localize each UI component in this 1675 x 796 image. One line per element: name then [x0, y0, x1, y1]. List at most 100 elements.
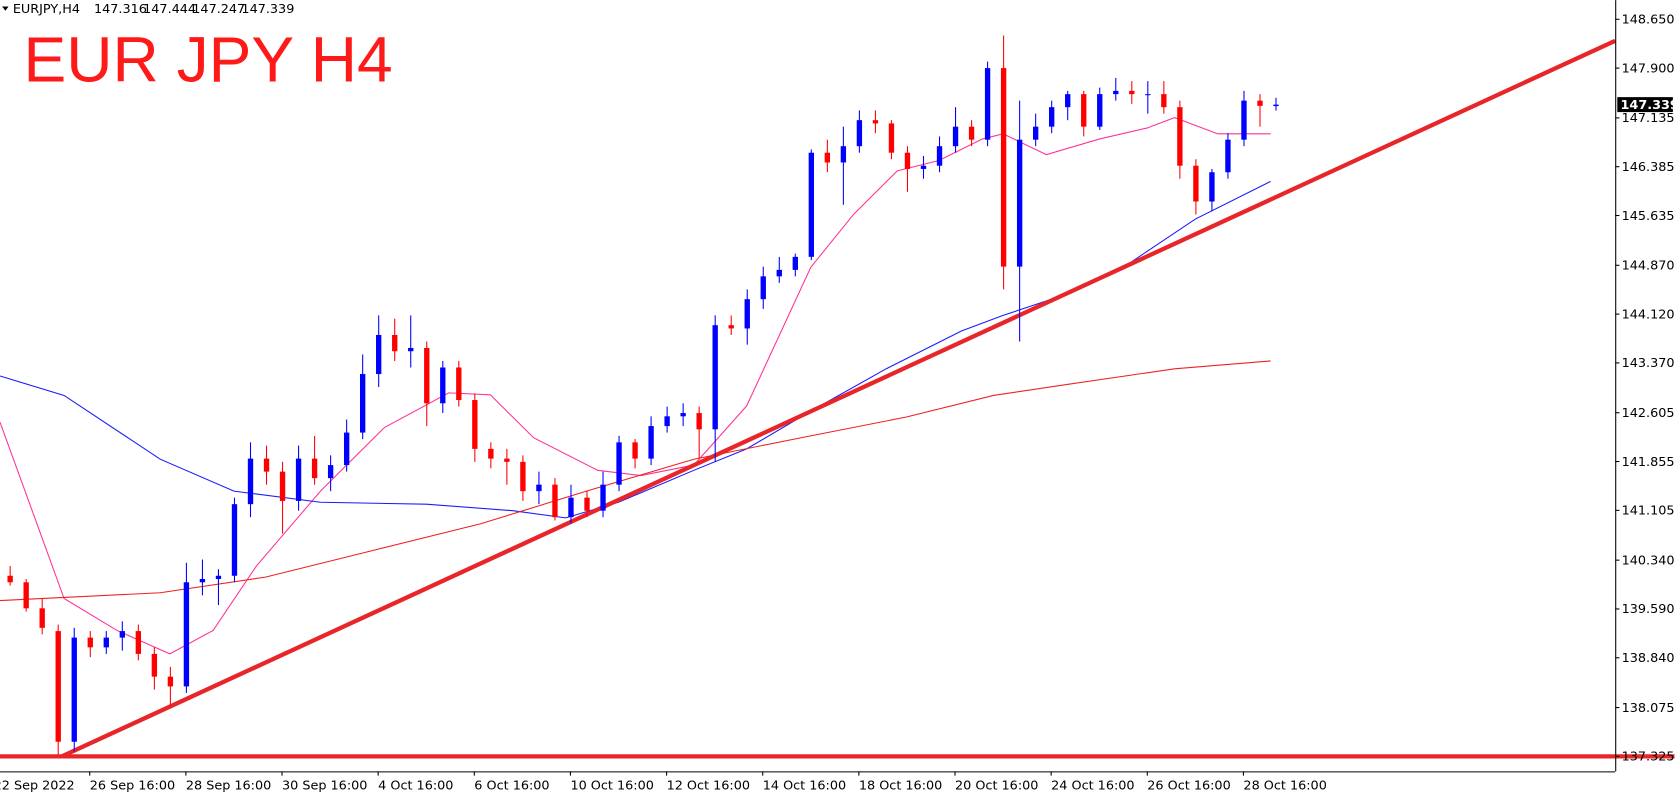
x-tick-label: 20 Oct 16:00 [955, 779, 1038, 794]
y-tick-label: 138.840 [1622, 651, 1675, 666]
y-tick-label: 144.870 [1622, 259, 1675, 274]
candle-body [1097, 94, 1103, 127]
symbol-label: EURJPY,H4 [13, 2, 80, 17]
candle-body [456, 367, 462, 401]
x-tick-label: 30 Sep 16:00 [282, 779, 367, 794]
candle-body [616, 442, 622, 485]
high-price: 147.444 [143, 2, 196, 17]
candle-body [295, 458, 302, 501]
candle-body [151, 653, 158, 677]
candle-body [840, 146, 847, 163]
candle-body [1209, 172, 1215, 202]
candle-body [1032, 126, 1039, 140]
candle-body [1129, 90, 1135, 95]
y-tick-label: 143.370 [1622, 356, 1675, 371]
price-marker [1617, 97, 1673, 113]
y-tick-label: 147.135 [1622, 111, 1675, 126]
x-tick-label: 12 Oct 16:00 [667, 779, 750, 794]
candle-body [327, 465, 334, 479]
candle-body [23, 582, 29, 609]
candle-body [552, 484, 558, 518]
candle-body [215, 575, 222, 580]
x-tick-label: 14 Oct 16:00 [763, 779, 846, 794]
candle-body [279, 471, 286, 501]
candle-body [55, 631, 61, 742]
candle-body [311, 458, 318, 479]
moving-average [0, 360, 1271, 602]
open-price: 147.316 [94, 2, 147, 17]
candle-body [696, 413, 702, 430]
candle-body [568, 497, 574, 518]
candle-body [712, 325, 718, 430]
candle-body [856, 120, 863, 147]
candle-body [87, 637, 93, 648]
candle-layer [7, 35, 1279, 755]
candle-body [648, 426, 654, 459]
candle-body [600, 484, 606, 511]
y-tick-label: 147.900 [1622, 61, 1675, 76]
candle-body [1273, 104, 1279, 107]
x-tick-label: 22 Sep 2022 [0, 779, 75, 794]
candle-body [984, 68, 991, 140]
candle-body [440, 367, 446, 404]
y-tick-label: 137.325 [1622, 750, 1675, 765]
candle-body [1193, 165, 1199, 202]
y-tick-label: 139.590 [1622, 602, 1675, 617]
candle-body [488, 448, 494, 459]
candle-body [1225, 139, 1231, 173]
x-tick-label: 4 Oct 16:00 [378, 779, 453, 794]
y-tick-label: 138.075 [1622, 701, 1675, 716]
candle-body [888, 123, 895, 153]
candle-body [1257, 100, 1263, 106]
candle-body [1145, 94, 1151, 96]
candle-body [39, 608, 45, 628]
x-tick-label: 28 Sep 16:00 [186, 779, 271, 794]
candle-body [520, 461, 526, 492]
x-tick-label: 26 Sep 16:00 [90, 779, 175, 794]
candle-body [680, 413, 686, 417]
low-price: 147.247 [192, 2, 245, 17]
candle-body [760, 276, 766, 300]
candle-body [936, 146, 943, 166]
x-tick-label: 10 Oct 16:00 [570, 779, 653, 794]
y-tick-label: 145.635 [1622, 209, 1675, 224]
y-tick-label: 144.120 [1622, 307, 1675, 322]
x-tick-label: 26 Oct 16:00 [1147, 779, 1230, 794]
x-tick-label: 6 Oct 16:00 [474, 779, 549, 794]
candle-body [263, 458, 270, 472]
candle-body [392, 334, 398, 352]
candle-body [1049, 107, 1055, 127]
candle-body [135, 631, 142, 654]
menu-arrow[interactable] [2, 6, 9, 11]
candle-body [231, 504, 238, 576]
candle-body [536, 484, 542, 492]
candle-body [183, 582, 190, 687]
y-tick-label: 148.650 [1622, 13, 1675, 28]
candle-body [872, 120, 879, 124]
chart-title: EUR JPY H4 [24, 23, 393, 95]
candle-body [1016, 139, 1023, 267]
candle-body [904, 152, 911, 169]
candle-body [920, 165, 927, 169]
y-tick-label: 142.605 [1622, 406, 1675, 421]
candle-body [744, 299, 750, 329]
candle-body [7, 575, 13, 583]
candle-body [952, 126, 959, 147]
candle-body [247, 458, 254, 505]
candle-body [472, 400, 478, 449]
candle-body [343, 432, 350, 466]
trend-line [61, 38, 1617, 759]
x-tick-label: 24 Oct 16:00 [1051, 779, 1134, 794]
candle-body [1065, 94, 1071, 108]
candle-body [1113, 90, 1119, 95]
y-tick-label: 141.105 [1622, 504, 1675, 519]
candle-body [584, 497, 590, 511]
candle-body [119, 631, 125, 638]
candle-body [792, 256, 798, 270]
candle-body [728, 325, 734, 329]
candle-body [1241, 100, 1247, 140]
candle-body [632, 442, 638, 459]
